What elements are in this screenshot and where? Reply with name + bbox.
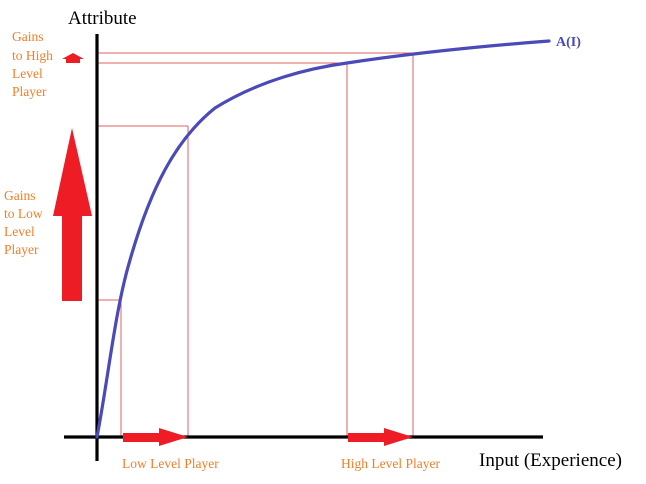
high-gains-line-1: Gains bbox=[12, 29, 44, 44]
low-gains-line-4: Player bbox=[4, 242, 39, 257]
y-axis-title: Attribute bbox=[68, 8, 137, 29]
high-player-right-arrow bbox=[348, 428, 413, 446]
high-gains-up-arrow bbox=[62, 53, 84, 63]
low-player-right-arrow bbox=[123, 428, 188, 446]
low-player-label: Low Level Player bbox=[122, 456, 219, 471]
x-axis-title: Input (Experience) bbox=[479, 450, 622, 471]
low-gains-line-2: to Low bbox=[4, 206, 43, 221]
high-gains-label: Gains to High Level Player bbox=[12, 29, 56, 99]
high-gains-line-4: Player bbox=[12, 84, 47, 99]
low-gains-label: Gains to Low Level Player bbox=[4, 188, 46, 257]
arrows bbox=[53, 53, 413, 446]
low-gains-line-3: Level bbox=[4, 224, 35, 239]
low-gains-up-arrow bbox=[53, 128, 92, 301]
high-player-label: High Level Player bbox=[341, 456, 440, 471]
attribute-curve bbox=[95, 39, 551, 439]
axes bbox=[64, 34, 543, 461]
high-gains-line-3: Level bbox=[12, 66, 43, 81]
high-gains-line-2: to High bbox=[12, 48, 53, 63]
low-gains-line-1: Gains bbox=[4, 188, 36, 203]
guide-lines bbox=[97, 52, 414, 437]
curve-label: A(I) bbox=[556, 35, 581, 50]
